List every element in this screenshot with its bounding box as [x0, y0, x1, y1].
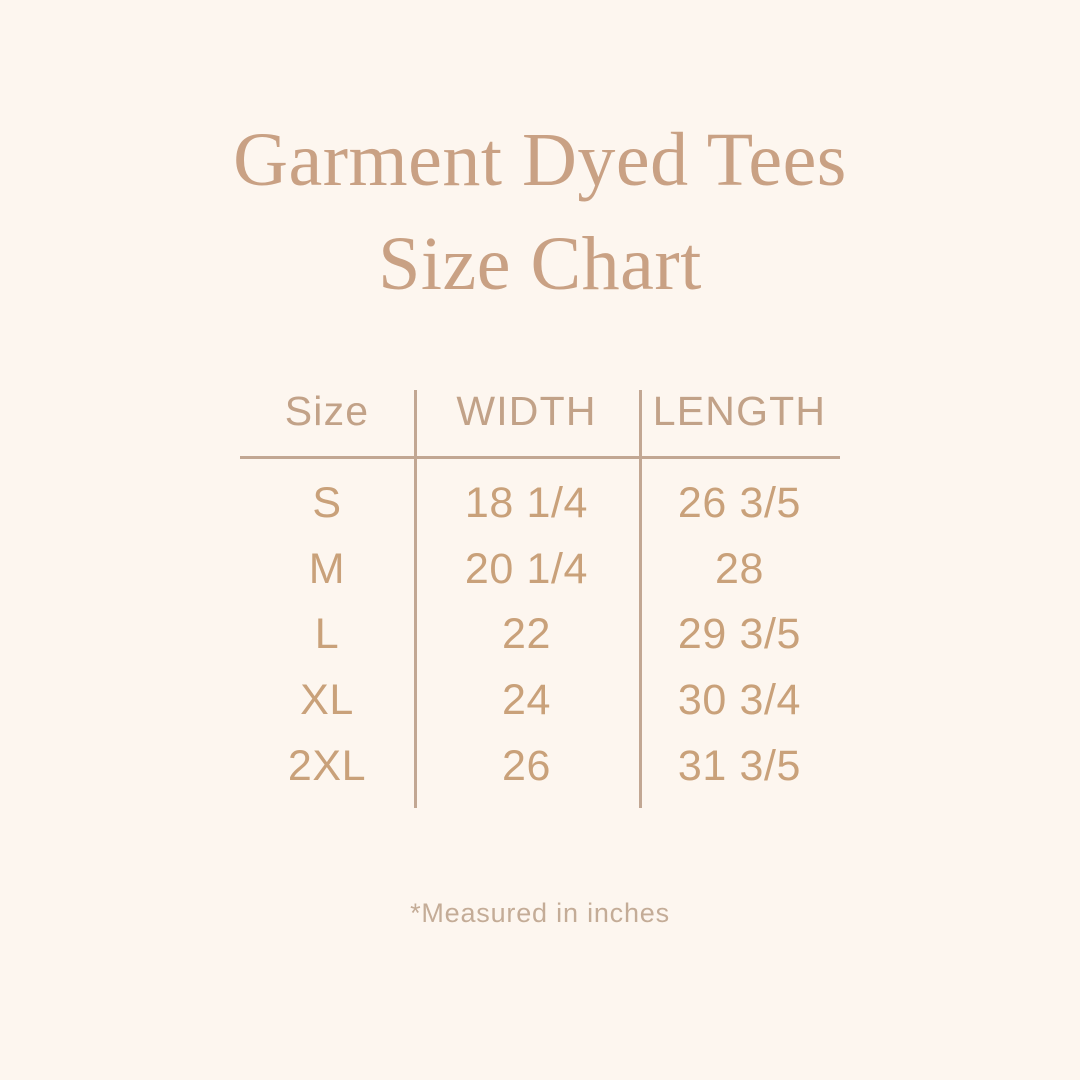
- table-row: 2XL 26 31 3/5: [240, 733, 840, 799]
- table-row: XL 24 30 3/4: [240, 667, 840, 733]
- cell-length: 29 3/5: [677, 610, 802, 658]
- table-row: S 18 1/4 26 3/5: [240, 470, 840, 536]
- cell-width: 26: [501, 742, 552, 790]
- column-header-length: LENGTH: [652, 388, 827, 434]
- cell-width: 18 1/4: [464, 479, 589, 527]
- cell-width: 24: [501, 676, 552, 724]
- title-line-2: Size Chart: [378, 222, 702, 306]
- size-table: Size WIDTH LENGTH S 18 1/4 26 3/5 M 20 1…: [240, 380, 840, 810]
- cell-size: 2XL: [287, 742, 367, 790]
- header-divider-horizontal: [240, 456, 840, 459]
- table-row: M 20 1/4 28: [240, 536, 840, 602]
- cell-size: M: [308, 545, 346, 593]
- cell-length: 31 3/5: [677, 742, 802, 790]
- column-header-size: Size: [284, 388, 370, 434]
- cell-size: XL: [300, 676, 354, 724]
- cell-width: 22: [501, 610, 552, 658]
- cell-size: L: [314, 610, 340, 658]
- page-title: Garment Dyed Tees Size Chart: [0, 108, 1080, 316]
- cell-length: 28: [714, 545, 765, 593]
- table-row: L 22 29 3/5: [240, 601, 840, 667]
- table-header-row: Size WIDTH LENGTH: [240, 380, 840, 442]
- cell-size: S: [312, 479, 342, 527]
- cell-length: 26 3/5: [677, 479, 802, 527]
- column-header-width: WIDTH: [456, 388, 597, 434]
- column-divider-width-length: [639, 390, 642, 808]
- measurement-note: *Measured in inches: [410, 898, 670, 928]
- column-divider-size-width: [414, 390, 417, 808]
- cell-length: 30 3/4: [677, 676, 802, 724]
- title-line-1: Garment Dyed Tees: [233, 118, 847, 202]
- cell-width: 20 1/4: [464, 545, 589, 593]
